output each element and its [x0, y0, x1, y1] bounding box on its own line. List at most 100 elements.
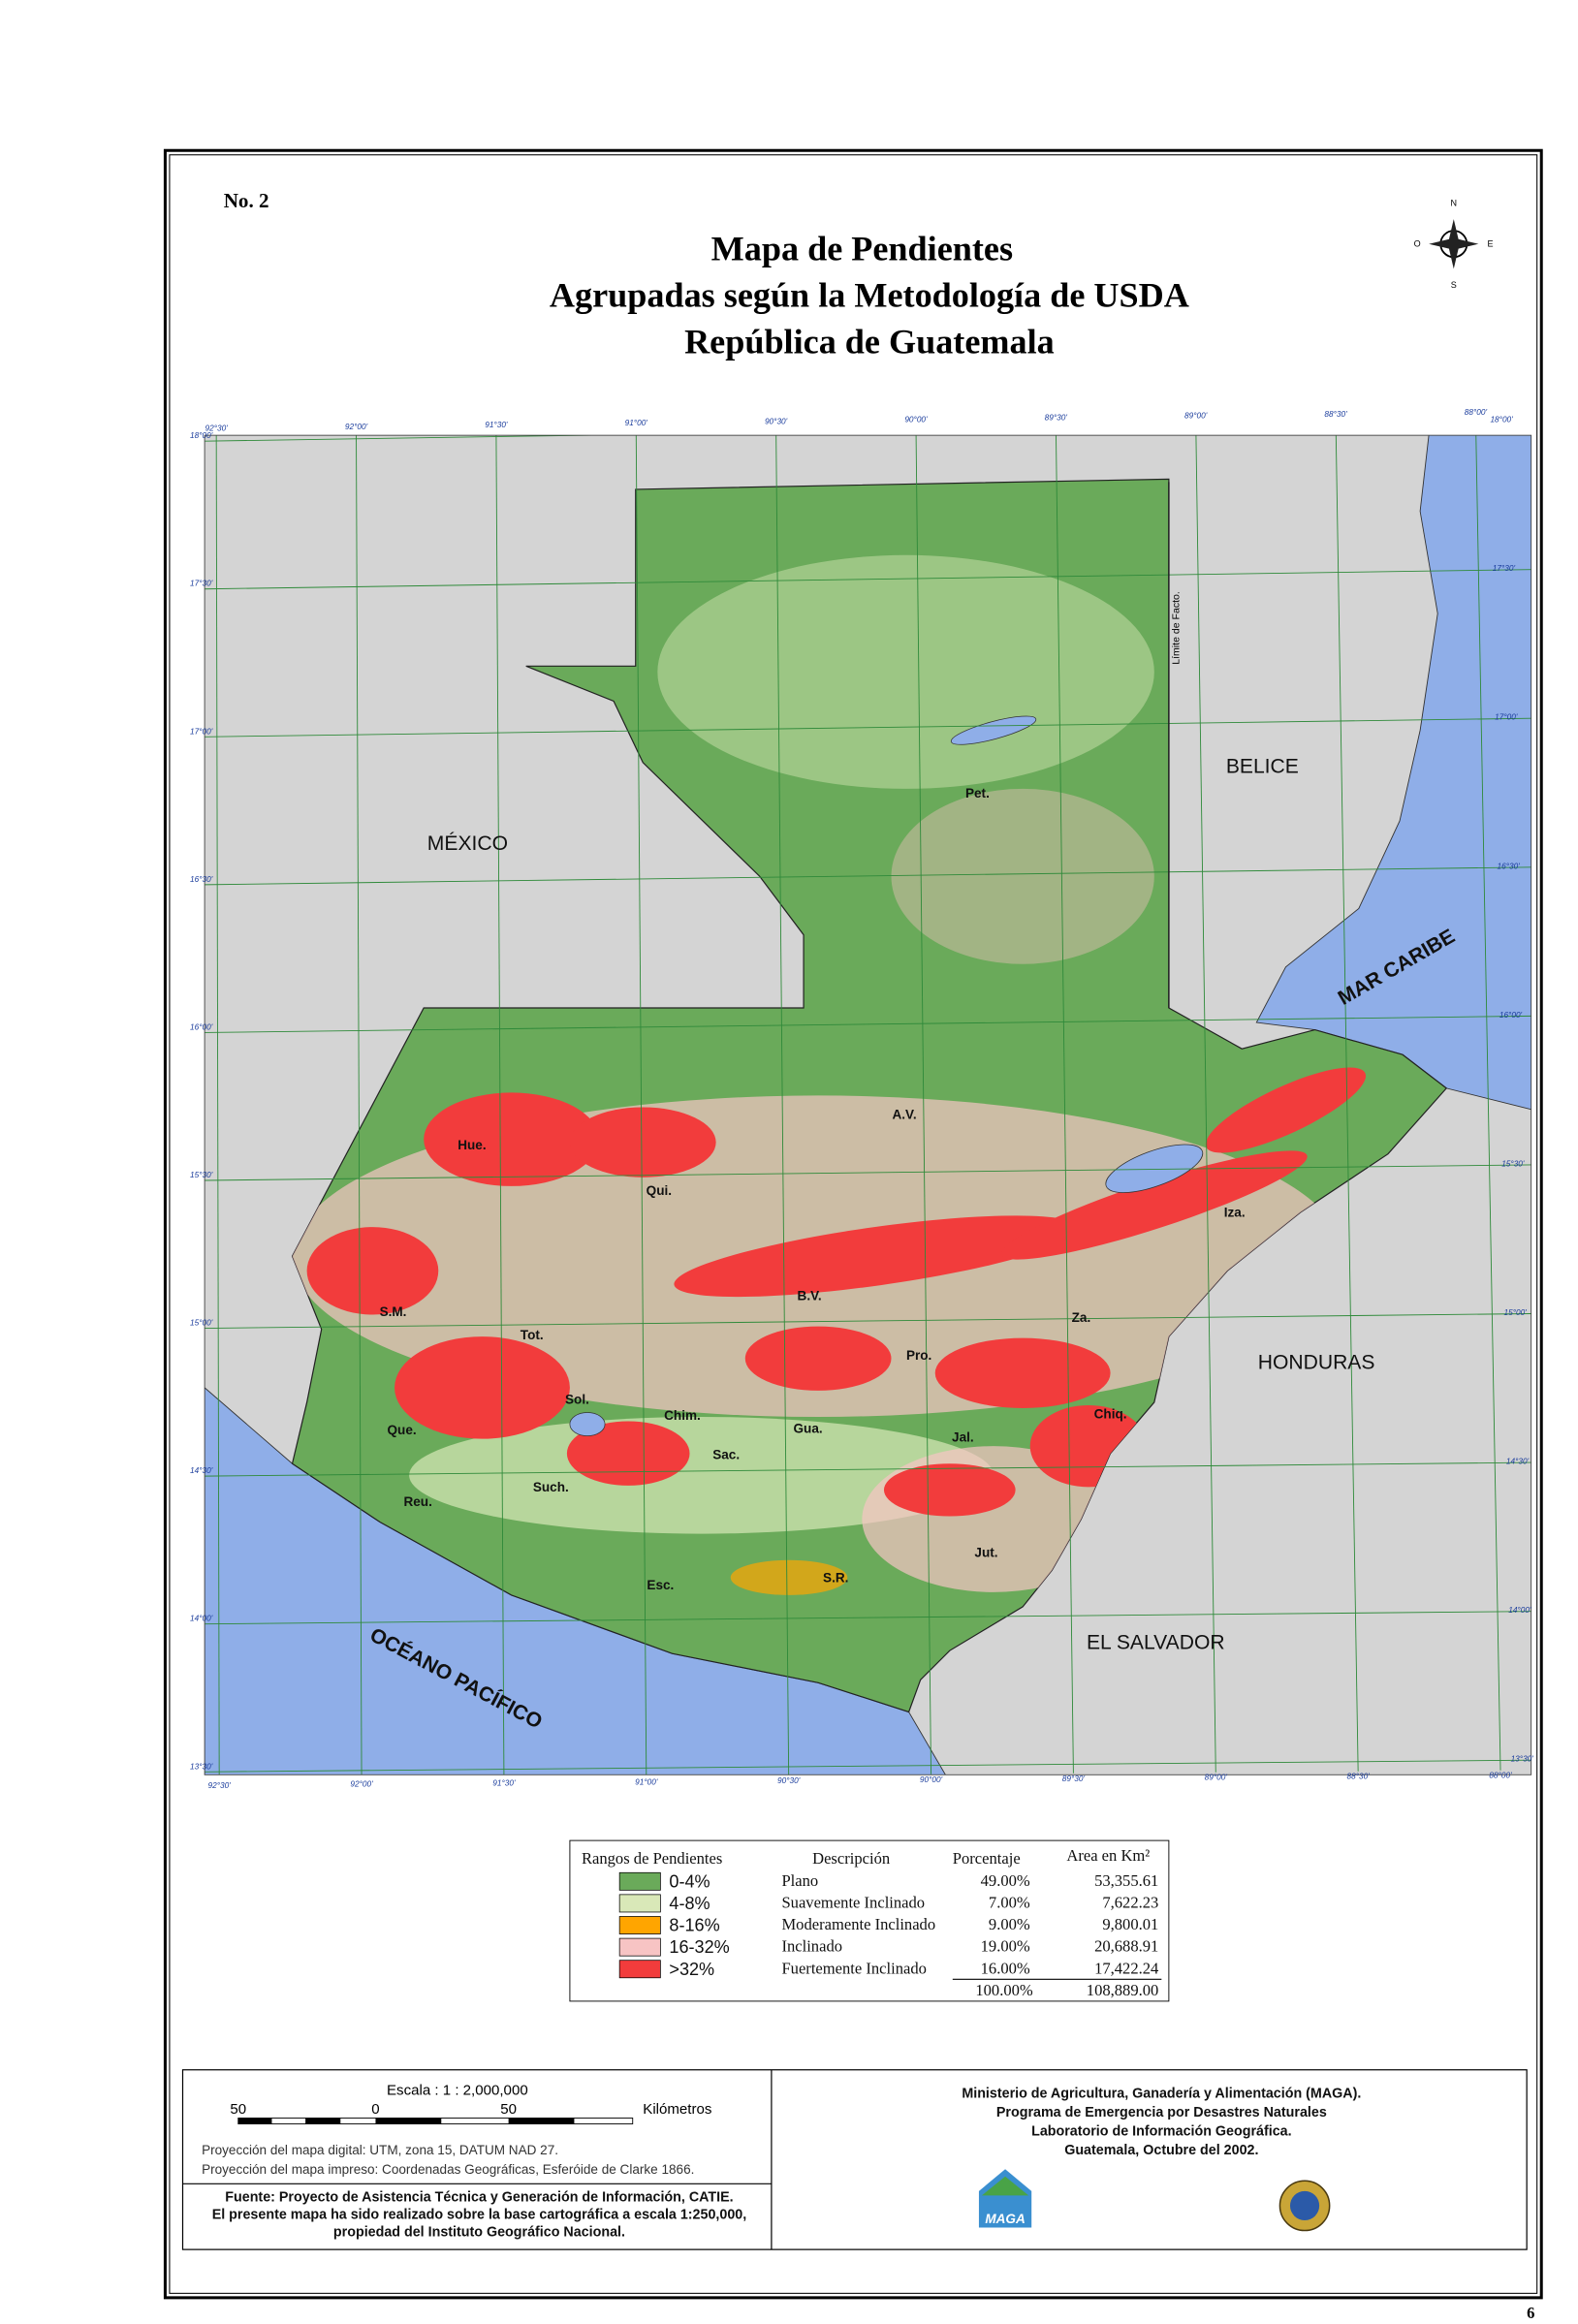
- grid-label: 91°30': [485, 421, 508, 429]
- graticule: [205, 435, 1531, 1775]
- department-label: Qui.: [647, 1183, 672, 1198]
- department-label: S.M.: [380, 1304, 407, 1319]
- projection: Proyección del mapa digital: UTM, zona 1…: [202, 2143, 558, 2157]
- legend-description: Moderamente Inclinado: [781, 1915, 935, 1933]
- grid-line: [205, 1313, 1531, 1330]
- ign-logo: [1278, 2180, 1331, 2232]
- compass-label: N: [1451, 199, 1458, 208]
- grid-label: 17°00': [1495, 713, 1518, 722]
- grid-label: 92°00': [345, 423, 368, 431]
- grid-label: 17°00': [190, 727, 213, 736]
- legend-total: 108,889.00: [1087, 1981, 1159, 1999]
- grid-line: [775, 435, 790, 1775]
- legend-swatch: [618, 1937, 661, 1957]
- institution: Guatemala, Octubre del 2002.: [1064, 2143, 1258, 2158]
- grid-line: [915, 435, 931, 1774]
- title: Mapa de Pendientes: [711, 229, 1013, 267]
- grid-label: 13°30': [190, 1762, 213, 1771]
- legend-description: Plano: [781, 1871, 818, 1890]
- country-label: BELICE: [1226, 755, 1299, 777]
- legend-area: 17,422.24: [1094, 1959, 1159, 1977]
- compass-label: O: [1414, 239, 1421, 249]
- grid-label: 92°00': [350, 1780, 373, 1789]
- slope-texture: [292, 554, 1367, 1595]
- grid-line: [205, 717, 1531, 738]
- department-label: Esc.: [647, 1578, 674, 1592]
- grid-line: [205, 1164, 1531, 1181]
- department-label: Que.: [388, 1423, 417, 1437]
- legend-range: 0-4%: [669, 1871, 710, 1891]
- maga-logo: MAGA: [978, 2169, 1032, 2228]
- department-label: Gua.: [794, 1422, 823, 1436]
- grid-label: 91°00': [625, 419, 648, 427]
- legend-percentage: 49.00%: [981, 1871, 1030, 1890]
- legend-area: 20,688.91: [1094, 1937, 1158, 1956]
- legend-area: 53,355.61: [1094, 1871, 1158, 1890]
- department-label: Pet.: [965, 786, 990, 801]
- legend-swatch: [618, 1871, 661, 1891]
- grid-label: 92°30': [205, 424, 229, 433]
- grid-label: 16°00': [190, 1022, 213, 1031]
- legend-percentage: 7.00%: [989, 1893, 1030, 1911]
- legend-percentage: 9.00%: [989, 1915, 1030, 1933]
- scale-unit: Kilómetros: [643, 2101, 711, 2118]
- department-label: Za.: [1072, 1310, 1091, 1325]
- grid-label: 15°30': [1501, 1159, 1525, 1168]
- institution: Ministerio de Agricultura, Ganadería y A…: [962, 2086, 1361, 2101]
- compass-label: E: [1487, 239, 1493, 249]
- boundary-note: Límite de Facto.: [1170, 591, 1182, 665]
- grid-label: 14°00': [190, 1615, 213, 1623]
- legend-header: Rangos de Pendientes: [582, 1849, 722, 1868]
- legend-swatch: [618, 1894, 661, 1913]
- legend-swatch: [618, 1960, 661, 1979]
- department-label: Tot.: [521, 1328, 544, 1342]
- department-label: B.V.: [798, 1288, 822, 1303]
- legend-description: Fuertemente Inclinado: [781, 1959, 926, 1977]
- legend-range: 8-16%: [669, 1916, 719, 1935]
- department-label: Iza.: [1224, 1206, 1246, 1220]
- grid-label: 90°00': [904, 415, 928, 424]
- legend-percentage: 19.00%: [981, 1937, 1030, 1956]
- grid-label: 14°00': [1508, 1606, 1531, 1615]
- grid-label: 13°30': [1511, 1755, 1534, 1764]
- grid-label: 88°00': [1489, 1771, 1512, 1779]
- source: propiedad del Instituto Geográfico Nacio…: [333, 2225, 625, 2241]
- country-label: MÉXICO: [427, 832, 508, 855]
- title: Agrupadas según la Metodología de USDA: [550, 276, 1189, 315]
- grid-label: 14°30': [190, 1466, 213, 1475]
- department-label: Such.: [533, 1480, 569, 1494]
- department-label: Jut.: [974, 1546, 997, 1560]
- title: República de Guatemala: [684, 323, 1055, 361]
- map-number: No. 2: [224, 189, 269, 212]
- country-label: HONDURAS: [1258, 1351, 1375, 1373]
- grid-labels: 92°30' 92°00' 91°30' 91°00' 90°30' 90°00' 89°3…: [190, 408, 1533, 1790]
- map: Límite de Facto.: [205, 435, 1531, 1775]
- compass-label: S: [1451, 280, 1457, 290]
- grid-label: 89°30': [1045, 414, 1068, 423]
- grid-line: [495, 435, 505, 1775]
- institution: Laboratorio de Información Geográfica.: [1031, 2124, 1292, 2140]
- legend-header: Porcentaje: [953, 1849, 1021, 1868]
- scale-bar: [237, 2118, 634, 2124]
- grid-label: 91°30': [492, 1779, 516, 1788]
- legend-swatch: [618, 1916, 661, 1934]
- grid-label: 90°00': [920, 1775, 943, 1784]
- department-label: Sac.: [712, 1448, 740, 1462]
- frame: [163, 148, 1543, 2300]
- grid-label: 89°00': [1205, 1774, 1228, 1782]
- source: El presente mapa ha sido realizado sobre…: [212, 2207, 747, 2222]
- legend-area: 7,622.23: [1102, 1893, 1158, 1911]
- frame-inner: [169, 154, 1538, 2294]
- grid-label: 16°00': [1499, 1011, 1523, 1020]
- source: Fuente: Proyecto de Asistencia Técnica y…: [225, 2189, 733, 2205]
- grid-line: [205, 1611, 1531, 1625]
- grid-line: [205, 569, 1531, 590]
- grid-line: [1335, 435, 1359, 1772]
- legend-description: Inclinado: [781, 1937, 842, 1956]
- logo-text: MAGA: [985, 2212, 1025, 2226]
- grid-label: 17°30': [190, 580, 213, 588]
- grid-label: 18°00': [190, 431, 213, 440]
- department-label: Pro.: [906, 1348, 931, 1363]
- grid-label: 92°30': [208, 1781, 232, 1790]
- grid-label: 90°30': [765, 417, 788, 425]
